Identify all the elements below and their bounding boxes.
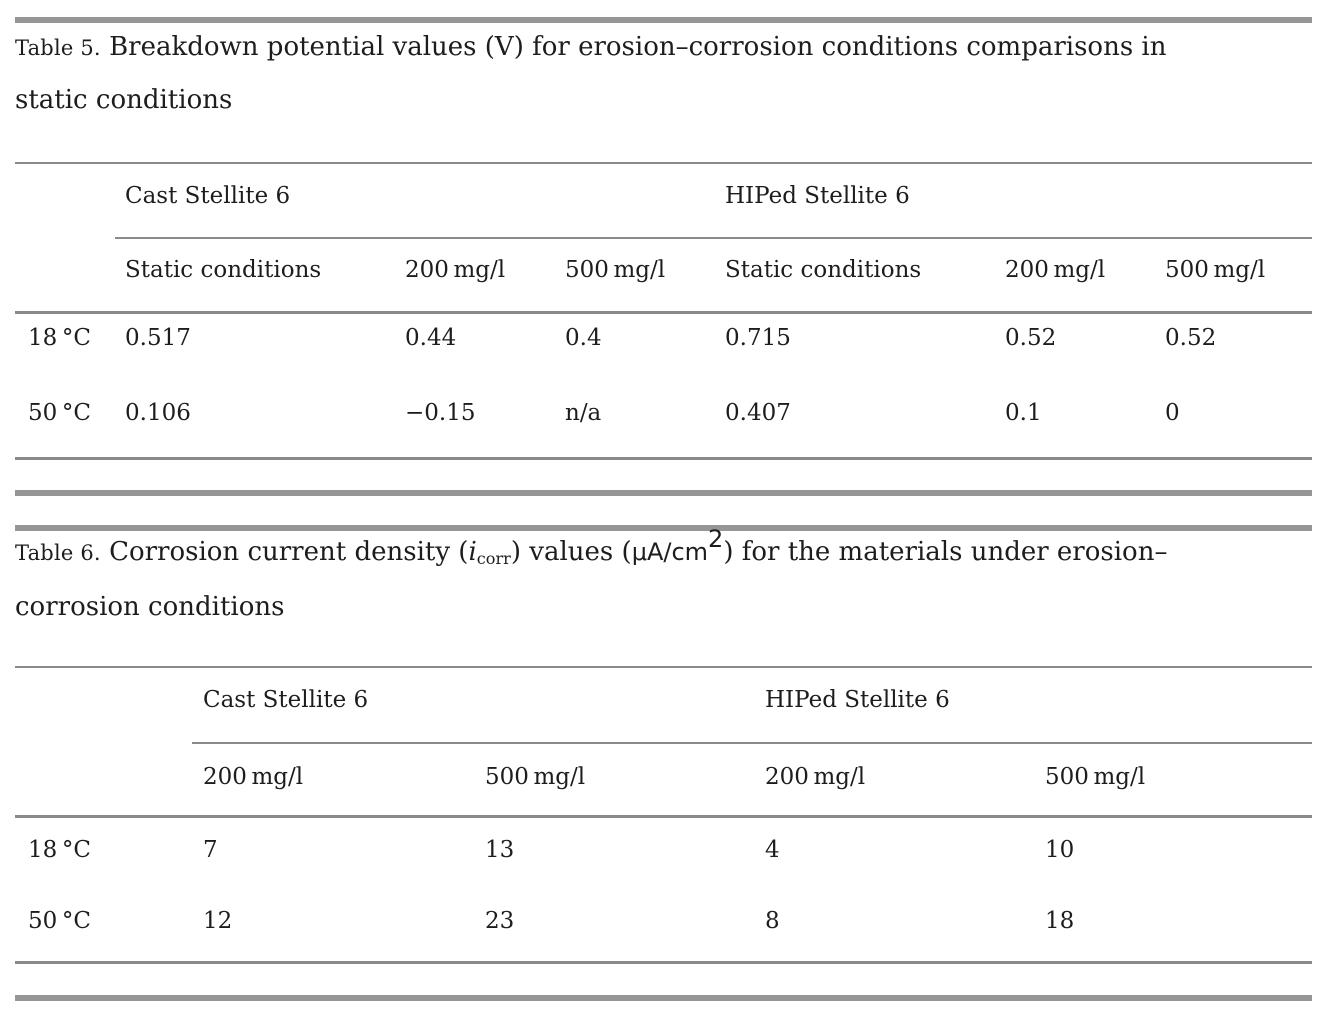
section-divider-bar-table6-start: [15, 525, 1312, 531]
table-cell: n/a: [565, 400, 602, 426]
table5-row-18c: 18 °C 0.517 0.44 0.4 0.715 0.52 0.52: [15, 323, 1312, 353]
table5-group-header-cast-stellite: Cast Stellite 6: [125, 183, 291, 209]
table-cell: 0.407: [725, 400, 791, 426]
row-label-18c: 18 °C: [28, 325, 91, 351]
row-label-18c: 18 °C: [28, 837, 91, 863]
unit-superscript-2: 2: [708, 524, 724, 553]
table5-top-rule: [15, 162, 1312, 164]
table6-caption-prefix: Table 6.: [15, 541, 101, 565]
table6-group-header-hiped-stellite: HIPed Stellite 6: [765, 687, 950, 713]
table-cell: 12: [203, 908, 233, 934]
table6-group-underline-rule: [192, 742, 1312, 744]
table5-caption-prefix: Table 5.: [15, 36, 101, 60]
table6-column-header-row: 200 mg/l 500 mg/l 200 mg/l 500 mg/l: [15, 762, 1312, 792]
table5-header-bottom-rule: [15, 311, 1312, 314]
table6-corner-cell: [15, 685, 203, 715]
column-header-500mgl-cast: 500 mg/l: [485, 764, 586, 790]
table5-caption-line2: static conditions: [15, 85, 233, 115]
table-cell: 0.517: [125, 325, 191, 351]
table6-group-header-cast-stellite: Cast Stellite 6: [203, 687, 369, 713]
table-cell: 10: [1045, 837, 1075, 863]
unit-microamp-cm: μA/cm: [631, 538, 709, 566]
table6-corner-cell: [15, 762, 203, 792]
row-label-50c: 50 °C: [28, 908, 91, 934]
table6-caption-text-b: ) values (: [510, 537, 632, 567]
table-cell: 0.44: [405, 325, 457, 351]
column-header-200mgl-cast: 200 mg/l: [405, 257, 506, 283]
table6-row-18c: 18 °C 7 13 4 10: [15, 835, 1312, 865]
column-header-200mgl-hiped: 200 mg/l: [765, 764, 866, 790]
column-header-200mgl-cast: 200 mg/l: [203, 764, 304, 790]
column-header-500mgl-hiped: 500 mg/l: [1165, 257, 1266, 283]
column-header-500mgl-cast: 500 mg/l: [565, 257, 666, 283]
table-cell: 8: [765, 908, 780, 934]
table5-group-underline-rule: [115, 237, 1312, 239]
column-header-static-conditions-cast: Static conditions: [125, 257, 322, 283]
row-label-50c: 50 °C: [28, 400, 91, 426]
table-cell: 18: [1045, 908, 1075, 934]
column-header-200mgl-hiped: 200 mg/l: [1005, 257, 1106, 283]
table6-group-header-row: Cast Stellite 6 HIPed Stellite 6: [15, 685, 1312, 715]
table6-header-bottom-rule: [15, 815, 1312, 818]
section-divider-bar-top: [15, 17, 1312, 23]
table5-column-header-row: Static conditions 200 mg/l 500 mg/l Stat…: [15, 255, 1312, 285]
table-cell: 0: [1165, 400, 1180, 426]
icorr-subscript: corr: [476, 548, 511, 568]
table-cell: 23: [485, 908, 515, 934]
table6-bottom-rule: [15, 961, 1312, 964]
table6-caption-line2: corrosion conditions: [15, 592, 285, 622]
table5-corner-cell: [15, 255, 125, 285]
table-cell: 0.52: [1165, 325, 1217, 351]
icorr-symbol: i: [468, 537, 477, 567]
table5-bottom-rule: [15, 457, 1312, 460]
table6-row-50c: 50 °C 12 23 8 18: [15, 906, 1312, 936]
table5-caption-line1: Table 5. Breakdown potential values (V) …: [15, 21, 1315, 74]
table6-caption-line1: Table 6. Corrosion current density (icor…: [15, 524, 1315, 581]
table6-caption: Table 6. Corrosion current density (icor…: [15, 524, 1315, 633]
table6-top-rule: [15, 666, 1312, 668]
table-cell: 0.715: [725, 325, 791, 351]
table5-corner-cell: [15, 181, 125, 211]
table5-caption: Table 5. Breakdown potential values (V) …: [15, 21, 1315, 126]
column-header-500mgl-hiped: 500 mg/l: [1045, 764, 1146, 790]
column-header-static-conditions-hiped: Static conditions: [725, 257, 922, 283]
table-cell: 0.52: [1005, 325, 1057, 351]
table5-row-50c: 50 °C 0.106 −0.15 n/a 0.407 0.1 0: [15, 398, 1312, 428]
table-cell: 7: [203, 837, 218, 863]
table-cell: 0.1: [1005, 400, 1042, 426]
table5-group-header-row: Cast Stellite 6 HIPed Stellite 6: [15, 181, 1312, 211]
table6-caption-text-a: Corrosion current density (: [109, 537, 469, 567]
table6-caption-text-c: ) for the materials under erosion–: [723, 537, 1168, 567]
table-cell: −0.15: [405, 400, 476, 426]
table-cell: 0.106: [125, 400, 191, 426]
table5-caption-text: Breakdown potential values (V) for erosi…: [109, 32, 1167, 62]
section-divider-bar-bottom: [15, 995, 1312, 1001]
table-cell: 4: [765, 837, 780, 863]
table5-group-header-hiped-stellite: HIPed Stellite 6: [725, 183, 910, 209]
table-cell: 0.4: [565, 325, 602, 351]
section-divider-bar-table5-end: [15, 490, 1312, 496]
table-cell: 13: [485, 837, 515, 863]
